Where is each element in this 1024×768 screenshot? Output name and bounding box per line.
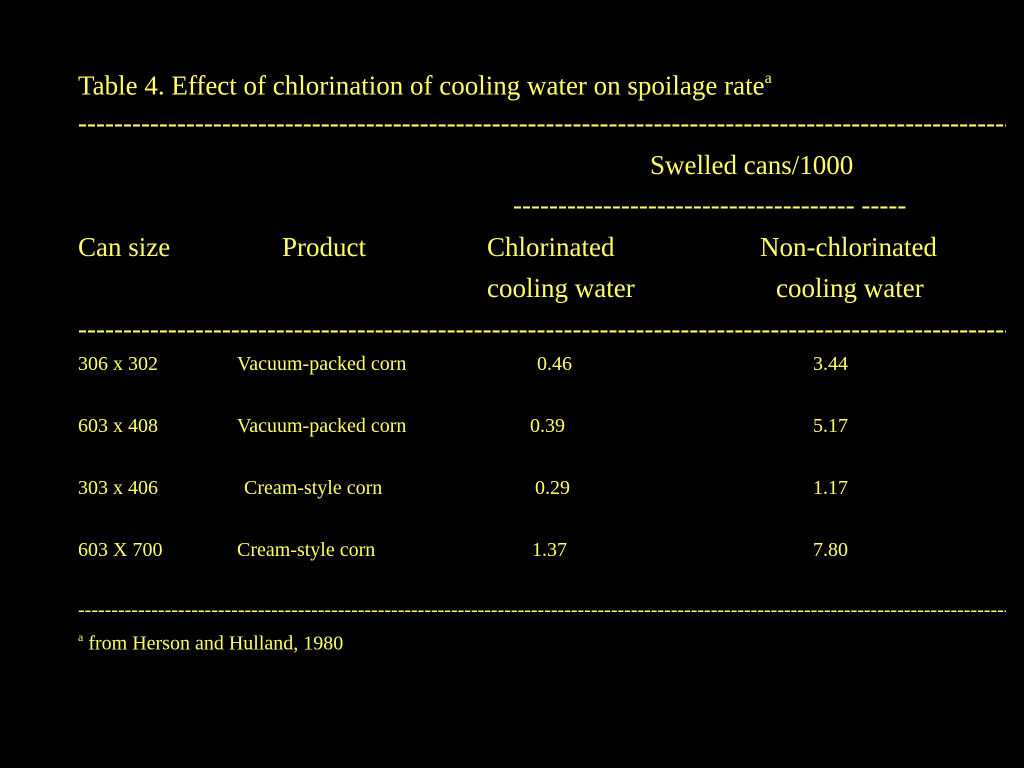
cell-product: Cream-style corn (237, 539, 376, 561)
table-title: Table 4. Effect of chlorination of cooli… (78, 70, 772, 99)
cell-non-chlorinated: 5.17 (813, 415, 848, 437)
table-title-text: Table 4. Effect of chlorination of cooli… (78, 70, 765, 101)
column-header-product: Product (282, 232, 366, 262)
group-header-swelled-cans: Swelled cans/1000 (650, 150, 854, 180)
column-header-chlorinated-line1: Chlorinated (487, 232, 615, 262)
footnote-mark: a (78, 630, 84, 644)
cell-chlorinated: 0.46 (537, 353, 572, 375)
cell-can-size: 303 x 406 (78, 477, 158, 499)
column-header-chlorinated-line2: cooling water (487, 273, 635, 303)
cell-can-size: 603 x 408 (78, 415, 158, 437)
title-footnote-mark: a (764, 69, 772, 87)
cell-can-size: 306 x 302 (78, 353, 158, 375)
column-header-can-size: Can size (78, 232, 171, 262)
cell-product: Vacuum-packed corn (237, 415, 407, 437)
bottom-divider: ----------------------------------------… (78, 600, 1006, 621)
cell-product: Vacuum-packed corn (237, 353, 407, 375)
cell-non-chlorinated: 3.44 (813, 353, 848, 375)
cell-can-size: 603 X 700 (78, 539, 163, 561)
group-header-divider: -------------------------------------- -… (513, 192, 907, 219)
cell-chlorinated: 1.37 (532, 539, 567, 561)
cell-chlorinated: 0.39 (530, 415, 565, 437)
footnote-text: from Herson and Hulland, 1980 (88, 632, 344, 655)
cell-chlorinated: 0.29 (535, 477, 570, 499)
cell-non-chlorinated: 1.17 (813, 477, 848, 499)
cell-non-chlorinated: 7.80 (813, 539, 848, 561)
cell-product: Cream-style corn (244, 477, 383, 499)
header-divider: ----------------------------------------… (78, 316, 1006, 344)
footnote: a from Herson and Hulland, 1980 (78, 631, 343, 653)
column-header-non-chlorinated-line1: Non-chlorinated (760, 232, 937, 262)
column-header-non-chlorinated-line2: cooling water (776, 273, 924, 303)
top-divider: ----------------------------------------… (78, 110, 1006, 138)
